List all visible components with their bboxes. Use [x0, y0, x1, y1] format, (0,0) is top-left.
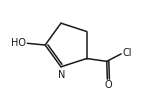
Text: N: N — [58, 70, 65, 80]
Text: HO: HO — [11, 38, 26, 48]
Text: Cl: Cl — [122, 48, 131, 58]
Text: O: O — [104, 80, 112, 90]
